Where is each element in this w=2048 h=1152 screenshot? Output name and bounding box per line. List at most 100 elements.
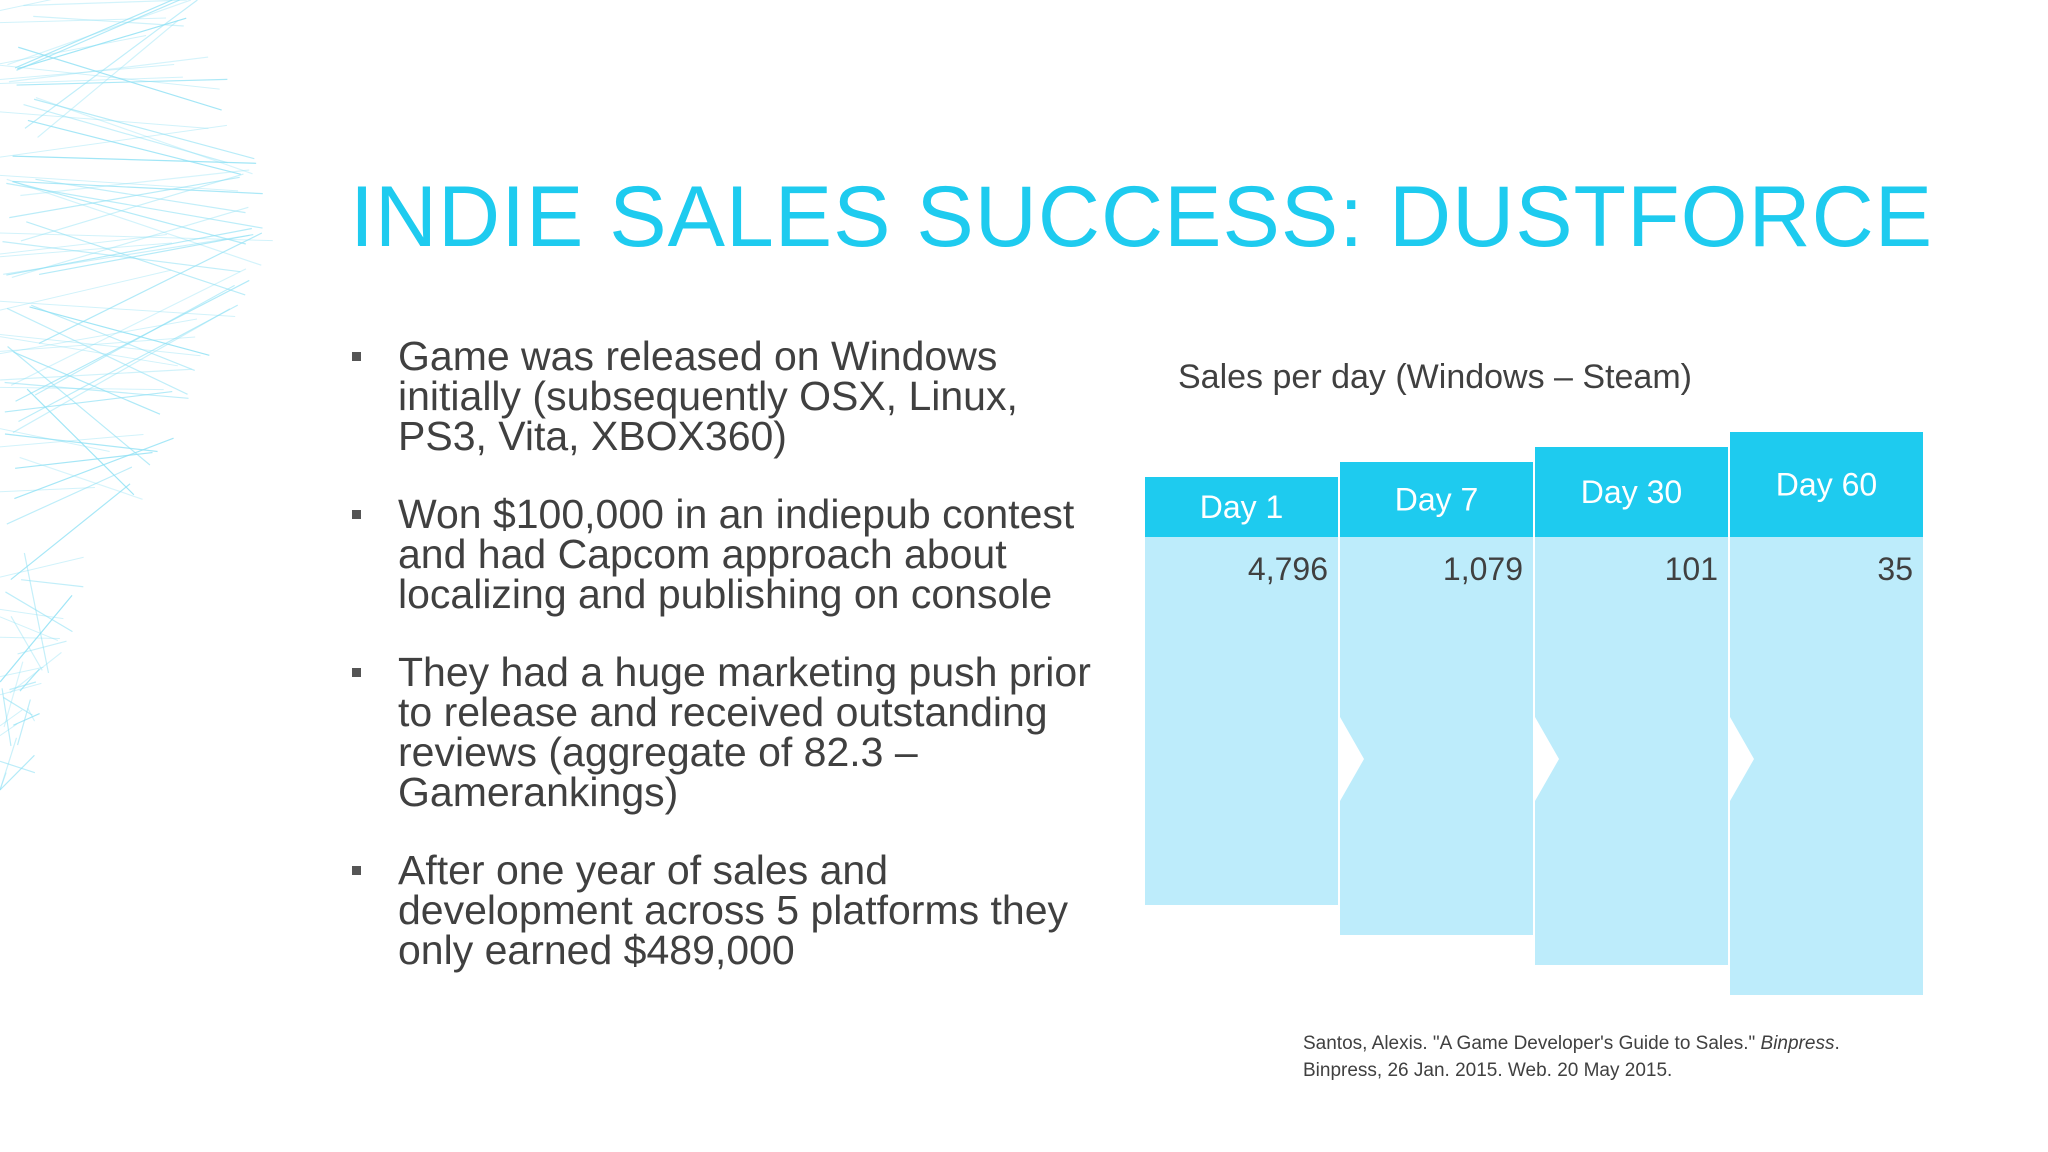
decor-line <box>26 388 135 496</box>
decor-line <box>16 0 180 71</box>
decor-line <box>0 269 172 311</box>
decor-line <box>33 15 184 27</box>
decor-line <box>3 661 24 728</box>
citation: Santos, Alexis. "A Game Developer's Guid… <box>1303 1030 1923 1084</box>
decor-line <box>0 64 175 81</box>
citation-details: . Binpress, 26 Jan. 2015. Web. 20 May 20… <box>1303 1033 1840 1081</box>
decor-line <box>0 433 144 448</box>
decor-line <box>9 651 62 694</box>
decor-line <box>0 709 23 727</box>
decor-line <box>0 76 183 85</box>
decor-line <box>18 46 222 111</box>
decor-line <box>0 174 239 192</box>
column-body <box>1145 537 1338 905</box>
decor-line <box>24 0 198 129</box>
bullet-text: They had a huge marketing push prior to … <box>398 649 1091 815</box>
decor-line <box>0 124 228 158</box>
decor-line <box>38 233 254 275</box>
decor-line <box>23 0 187 7</box>
decor-line <box>10 616 43 671</box>
decor-line <box>4 381 189 399</box>
decor-line <box>6 466 133 525</box>
decor-line <box>17 17 187 70</box>
bullet-marker <box>352 352 361 361</box>
decor-line <box>19 668 40 692</box>
decor-line <box>18 304 239 423</box>
decor-line <box>29 306 210 356</box>
decor-line <box>12 308 231 434</box>
decor-line <box>6 307 188 395</box>
decor-line <box>0 666 44 678</box>
bullet-marker <box>352 668 361 677</box>
decor-line <box>9 681 37 691</box>
bullet-item: Won $100,000 in an indiepub contest and … <box>350 494 1110 615</box>
citation-text: Santos, Alexis. "A Game Developer's Guid… <box>1303 1033 1761 1054</box>
decor-line <box>0 595 73 683</box>
decor-line <box>27 707 36 722</box>
decor-line <box>0 0 52 11</box>
column-header <box>1535 447 1728 537</box>
decor-line <box>15 279 250 402</box>
decor-line <box>10 268 247 386</box>
decor-line <box>0 723 18 737</box>
decor-line <box>23 552 50 674</box>
decor-line <box>16 699 31 746</box>
sales-per-day-chart: Day 1 4,796 Day 7 1,079 Day 30 101 Day 60 35 <box>1145 432 1923 995</box>
column-header <box>1340 462 1533 537</box>
decor-line <box>2 241 241 273</box>
decor-line <box>0 386 164 391</box>
column-header-label: Day 1 <box>1200 489 1284 525</box>
decor-line <box>15 451 153 469</box>
decorative-wireframe <box>0 0 273 791</box>
decor-line <box>4 433 158 453</box>
decor-line <box>11 206 249 278</box>
bullet-marker <box>352 866 361 875</box>
column-header <box>1145 477 1338 537</box>
decor-line <box>20 173 244 242</box>
decor-line <box>21 579 84 588</box>
decor-line <box>6 227 252 276</box>
slide-title: INDIE SALES SUCCESS: DUSTFORCE <box>350 169 1934 265</box>
column-body <box>1730 537 1923 995</box>
decor-line <box>10 483 131 581</box>
bullet-marker <box>352 510 361 519</box>
decor-line <box>0 760 36 774</box>
decor-line <box>7 346 151 466</box>
decor-line <box>6 178 262 266</box>
citation-source: Binpress <box>1760 1033 1835 1054</box>
decor-line <box>0 636 60 640</box>
column-header <box>1730 432 1923 537</box>
decor-line <box>13 712 40 726</box>
decor-line <box>20 169 250 197</box>
decor-line <box>0 336 196 352</box>
column-value: 101 <box>1665 551 1718 587</box>
decor-line <box>0 368 192 381</box>
column-header-label: Day 7 <box>1395 482 1479 518</box>
decor-line <box>0 242 173 258</box>
bullet-item: Game was released on Windows initially (… <box>350 336 1110 457</box>
decor-line <box>16 78 228 86</box>
decor-line <box>37 19 179 138</box>
decor-line <box>14 0 173 69</box>
decor-line <box>0 318 198 355</box>
column-body <box>1340 537 1533 935</box>
decor-line <box>8 56 209 83</box>
column-value: 4,796 <box>1248 551 1328 587</box>
decor-line <box>0 737 18 791</box>
decor-line <box>0 333 201 357</box>
decor-line <box>0 754 35 791</box>
decor-line <box>9 176 240 219</box>
decor-line <box>0 111 209 129</box>
decor-line <box>13 180 263 195</box>
decor-line <box>0 487 95 493</box>
decor-line <box>0 64 220 90</box>
column-value: 1,079 <box>1443 551 1523 587</box>
decor-line <box>0 608 64 620</box>
bullet-item: After one year of sales and development … <box>350 850 1110 971</box>
decor-line <box>0 35 147 65</box>
chart-title: Sales per day (Windows – Steam) <box>1178 358 1692 396</box>
decor-line <box>3 696 33 716</box>
bullet-item: They had a huge marketing push prior to … <box>350 649 1110 815</box>
decor-line <box>35 178 246 214</box>
bullet-list: Game was released on Windows initially (… <box>350 336 1110 1008</box>
